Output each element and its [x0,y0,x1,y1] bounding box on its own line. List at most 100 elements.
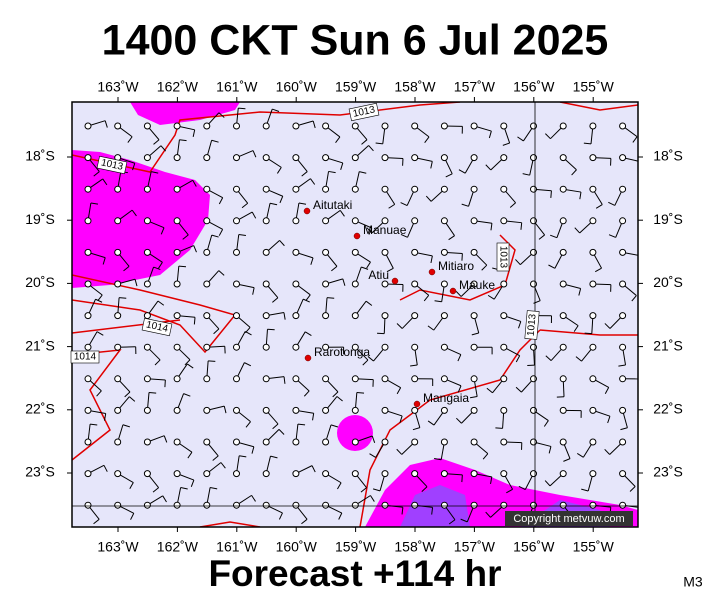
island [450,288,456,294]
station [590,439,596,445]
station [204,439,210,445]
station [590,502,596,508]
station [382,439,388,445]
station [352,186,358,192]
station [144,407,150,413]
footer: Forecast +114 hr [208,553,501,594]
station [531,281,537,287]
lon-label: 163˚W [97,539,139,555]
station [590,471,596,477]
station [441,186,447,192]
station [531,218,537,224]
station [441,218,447,224]
station [352,502,358,508]
station [85,407,91,413]
station [382,313,388,319]
station [115,471,121,477]
lon-label: 155˚W [573,79,615,95]
station [263,155,269,161]
station [501,155,507,161]
station [590,123,596,129]
station [115,186,121,192]
barb-flag [462,475,463,482]
lon-label: 159˚W [335,79,377,95]
station [115,376,121,382]
station [144,439,150,445]
lon-label: 160˚W [276,539,318,555]
station [204,471,210,477]
station [293,502,299,508]
station [471,249,477,255]
station [263,123,269,129]
station [293,123,299,129]
station [560,155,566,161]
station [590,249,596,255]
station [471,218,477,224]
station [263,313,269,319]
station [441,313,447,319]
station [620,376,626,382]
station [293,155,299,161]
lat-label: 18˚S [653,148,683,164]
station [560,502,566,508]
lat-label: 23˚S [25,464,55,480]
station [382,376,388,382]
station [174,123,180,129]
station [382,502,388,508]
station [620,344,626,350]
lat-label: 23˚S [653,464,683,480]
station [560,439,566,445]
station [144,155,150,161]
station [115,281,121,287]
station [531,471,537,477]
station [144,281,150,287]
lon-label: 157˚W [454,79,496,95]
lon-label: 163˚W [97,79,139,95]
barb-flag [208,361,215,362]
station [323,407,329,413]
station [234,439,240,445]
station [115,407,121,413]
station [144,471,150,477]
station [234,471,240,477]
lat-label: 22˚S [653,401,683,417]
station [531,344,537,350]
station [441,344,447,350]
station [382,186,388,192]
station [412,186,418,192]
station [441,502,447,508]
title: 1400 CKT Sun 6 Jul 2025 [102,16,609,64]
station [293,281,299,287]
station [590,218,596,224]
island [429,269,435,275]
isobar-value: 1014 [74,352,97,363]
station [412,218,418,224]
station [471,376,477,382]
station [174,186,180,192]
station [471,313,477,319]
station [560,313,566,319]
island [304,208,310,214]
lon-label: 161˚W [216,539,258,555]
station [263,218,269,224]
station [412,313,418,319]
station [204,502,210,508]
station [412,155,418,161]
station [471,344,477,350]
station [234,502,240,508]
station [560,471,566,477]
station [412,471,418,477]
station [144,313,150,319]
station [352,407,358,413]
station [412,123,418,129]
station [501,218,507,224]
station [234,376,240,382]
station [441,407,447,413]
station [293,249,299,255]
station [323,376,329,382]
station [263,471,269,477]
station [412,281,418,287]
lat-label: 20˚S [25,274,55,290]
station [531,439,537,445]
station [144,123,150,129]
